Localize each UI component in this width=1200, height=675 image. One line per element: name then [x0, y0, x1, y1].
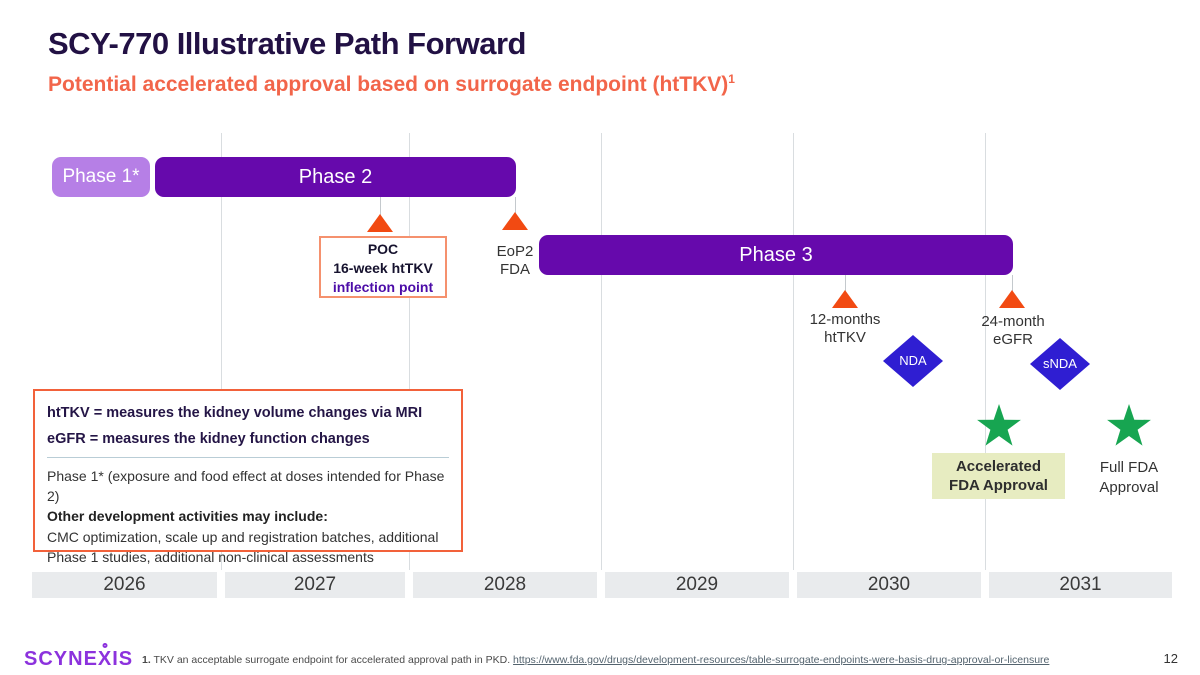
logo-text-post: IS: [112, 648, 134, 670]
nda-label: NDA: [899, 353, 927, 368]
eop2-line1: EoP2: [496, 243, 534, 260]
page-title: SCY-770 Illustrative Path Forward: [48, 26, 526, 61]
legend-def-egfr: eGFR = measures the kidney function chan…: [47, 431, 370, 447]
footnote-number: 1.: [142, 654, 151, 666]
accelerated-line2: FDA Approval: [949, 477, 1048, 494]
poc-callout-box: POC 16-week htTKV inflection point: [319, 236, 447, 298]
footnote: 1. TKV an acceptable surrogate endpoint …: [142, 654, 1049, 666]
legend-note-other-title: Other development activities may include…: [47, 508, 328, 524]
gridline-2027: [221, 133, 222, 570]
12months-line2: htTKV: [824, 329, 866, 346]
12months-line1: 12-months: [809, 311, 881, 328]
milestone-triangle-eop2: [502, 212, 528, 230]
footnote-link[interactable]: https://www.fda.gov/drugs/development-re…: [513, 654, 1050, 666]
year-band-2029: 2029: [605, 572, 789, 598]
year-band-2031: 2031: [989, 572, 1172, 598]
connector-eop2: [515, 197, 516, 213]
eop2-label: EoP2 FDA: [480, 243, 550, 279]
poc-line2: 16-week htTKV: [333, 260, 433, 276]
milestone-triangle-poc: [367, 214, 393, 232]
gridline-2030: [793, 133, 794, 570]
year-band-2027: 2027: [225, 572, 405, 598]
accelerated-approval-star-icon: [977, 404, 1021, 446]
connector-poc: [380, 197, 381, 216]
page-subtitle: Potential accelerated approval based on …: [48, 72, 735, 97]
poc-line1: POC: [367, 241, 399, 257]
poc-line3: inflection point: [332, 279, 434, 295]
year-band-2028: 2028: [413, 572, 597, 598]
phase3-bar: Phase 3: [539, 235, 1013, 275]
logo-ring-icon: [102, 643, 108, 648]
connector-12months: [845, 275, 846, 291]
accelerated-line1: Accelerated: [955, 458, 1042, 475]
subtitle-text: Potential accelerated approval based on …: [48, 73, 729, 96]
footnote-text: TKV an acceptable surrogate endpoint for…: [150, 654, 514, 666]
phase1-bar: Phase 1*: [52, 157, 150, 197]
page-number: 12: [1163, 651, 1178, 666]
24month-label: 24-month eGFR: [968, 313, 1058, 349]
logo-text-pre: SCYNE: [24, 648, 98, 670]
legend-note-phase1-studies: Phase 1 studies, additional non-clinical…: [47, 549, 374, 565]
12months-label: 12-months htTKV: [800, 311, 890, 347]
full-approval-star-icon: [1107, 404, 1151, 446]
legend-divider: [47, 457, 449, 458]
legend-def-httkv: htTKV = measures the kidney volume chang…: [47, 405, 423, 421]
gridline-2028: [409, 133, 410, 570]
full-approval-label: Full FDA Approval: [1084, 458, 1174, 498]
logo-x-glyph: X: [97, 643, 113, 671]
year-band-2030: 2030: [797, 572, 981, 598]
legend-note-cmc: CMC optimization, scale up and registrat…: [47, 529, 439, 545]
24month-line1: 24-month: [981, 313, 1045, 330]
accelerated-approval-box: Accelerated FDA Approval: [932, 453, 1065, 499]
eop2-line2: FDA: [500, 261, 530, 278]
subtitle-footnote-marker: 1: [728, 72, 735, 86]
phase2-bar: Phase 2: [155, 157, 516, 197]
year-band-2026: 2026: [32, 572, 217, 598]
logo-x-letter: X: [97, 648, 113, 670]
snda-diamond-icon: sNDA: [1030, 338, 1090, 390]
gridline-2029: [601, 133, 602, 570]
connector-24month: [1012, 275, 1013, 291]
full-approval-line1: Full FDA: [1099, 459, 1159, 476]
milestone-triangle-12months: [832, 290, 858, 308]
legend-note-phase1: Phase 1* (exposure and food effect at do…: [47, 468, 445, 504]
legend-box: htTKV = measures the kidney volume chang…: [33, 389, 463, 565]
scynexis-logo: SCYNEX IS: [24, 643, 134, 671]
milestone-triangle-24month: [999, 290, 1025, 308]
nda-diamond-icon: NDA: [883, 335, 943, 387]
24month-line2: eGFR: [992, 331, 1033, 348]
gridline-2031: [985, 133, 986, 570]
full-approval-line2: Approval: [1099, 479, 1159, 496]
snda-label: sNDA: [1043, 356, 1077, 371]
